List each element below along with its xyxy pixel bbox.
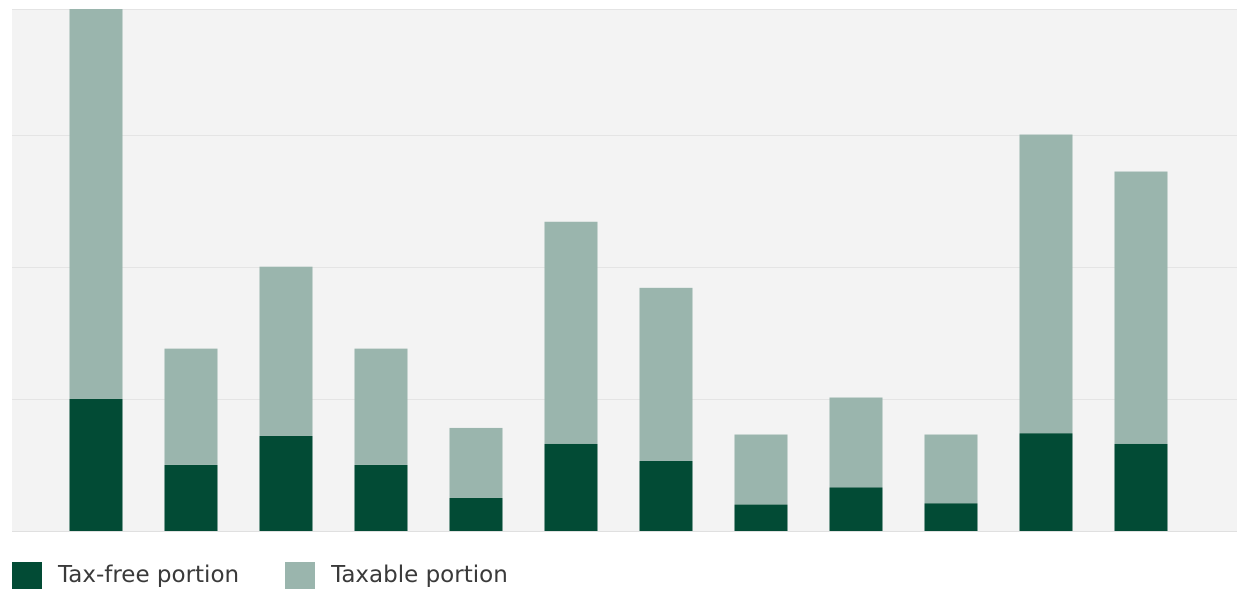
bar-tax-free-10: [924, 503, 978, 531]
legend-label-tax-free: Tax-free portion: [58, 562, 240, 588]
bar-taxable-6: [544, 221, 598, 444]
stacked-bar-chart: [12, 9, 1237, 532]
bar-tax-free-3: [259, 435, 313, 531]
legend-swatch-tax-free: [12, 562, 42, 589]
bar-taxable-4: [354, 348, 408, 465]
bar-taxable-10: [924, 434, 978, 504]
bar-tax-free-8: [734, 504, 788, 531]
bar-tax-free-1: [69, 398, 123, 531]
bar-tax-free-4: [354, 464, 408, 531]
bar-tax-free-12: [1114, 443, 1168, 531]
legend-swatch-taxable: [285, 562, 316, 589]
bar-tax-free-9: [829, 487, 883, 531]
bar-taxable-3: [259, 266, 313, 436]
bar-tax-free-6: [544, 443, 598, 531]
bar-tax-free-11: [1019, 433, 1073, 531]
legend-item-tax-free: Tax-free portion: [12, 562, 239, 589]
legend-label-taxable: Taxable portion: [331, 562, 508, 588]
bar-taxable-12: [1114, 171, 1168, 444]
legend: Tax-free portion Taxable portion: [12, 562, 554, 589]
bar-taxable-8: [734, 434, 788, 505]
bar-tax-free-5: [449, 497, 503, 531]
bar-taxable-9: [829, 397, 883, 488]
legend-item-taxable: Taxable portion: [285, 562, 508, 589]
bar-tax-free-2: [164, 464, 218, 531]
bar-tax-free-7: [639, 460, 693, 531]
bar-taxable-1: [69, 9, 123, 399]
bar-taxable-7: [639, 287, 693, 461]
bar-taxable-2: [164, 348, 218, 465]
bar-taxable-5: [449, 427, 503, 498]
bar-taxable-11: [1019, 134, 1073, 434]
